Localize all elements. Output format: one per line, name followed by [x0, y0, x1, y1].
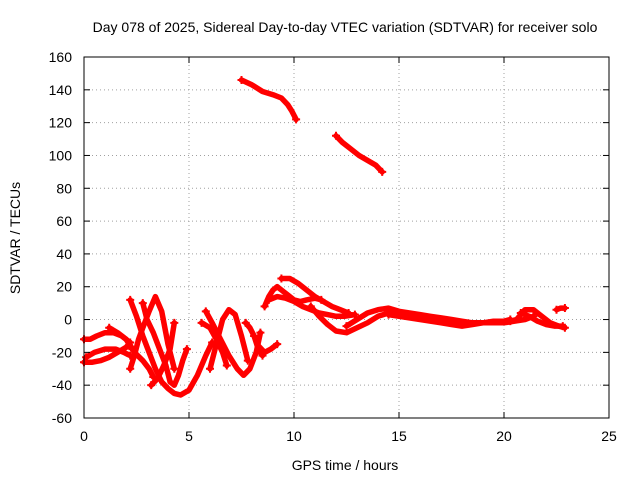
data-series	[80, 75, 569, 398]
data-point	[378, 167, 387, 176]
series-arc-22	[552, 304, 569, 314]
data-point	[560, 304, 569, 313]
data-point	[105, 323, 114, 332]
series-arc-2	[82, 346, 135, 362]
y-tick-label: -20	[52, 344, 72, 360]
y-tick-label: 20	[56, 279, 72, 295]
series-line	[261, 283, 325, 310]
data-point	[384, 310, 393, 319]
data-point	[206, 364, 214, 373]
y-tick-label: 120	[49, 115, 73, 131]
data-point	[138, 299, 147, 308]
x-tick-label: 15	[391, 428, 407, 444]
data-point	[350, 310, 359, 319]
series-line	[81, 339, 133, 365]
series-line	[251, 333, 280, 356]
series-arc-11	[206, 306, 252, 373]
series-line	[518, 310, 566, 329]
series-arc-13	[250, 331, 282, 356]
data-point	[170, 364, 179, 373]
data-point	[182, 345, 191, 354]
chart-title: Day 078 of 2025, Sidereal Day-to-day VTE…	[93, 19, 598, 35]
y-tick-label: 60	[56, 213, 72, 229]
series-arc-21	[516, 308, 567, 331]
series-line	[203, 308, 264, 379]
axis-ticks: -60 -40 -20 0 20 40 60 80 100 120 140 160 0 5 10 15 20 25	[49, 49, 617, 444]
data-point	[126, 364, 135, 373]
data-point	[250, 331, 259, 340]
y-tick-label: 140	[49, 82, 73, 98]
data-point	[516, 308, 525, 317]
data-point	[222, 361, 231, 370]
y-axis-label: SDTVAR / TECUs	[7, 182, 23, 294]
data-point	[241, 318, 250, 327]
y-tick-label: 100	[49, 147, 73, 163]
series-line	[238, 77, 299, 123]
data-point	[306, 302, 315, 311]
data-point	[237, 75, 246, 84]
data-point	[506, 317, 515, 326]
series-line	[333, 133, 385, 175]
data-point	[292, 115, 301, 124]
data-point	[342, 322, 351, 331]
y-tick-label: 0	[64, 312, 72, 328]
x-tick-label: 0	[80, 428, 88, 444]
series-line	[127, 297, 215, 398]
plot-frame	[83, 56, 610, 419]
y-tick-label: 80	[56, 180, 72, 196]
series-arc-6	[126, 293, 179, 373]
data-point	[260, 302, 269, 311]
series-line	[127, 293, 178, 372]
series-line	[278, 275, 352, 316]
series-arc-5	[126, 295, 217, 398]
y-tick-label: -60	[52, 410, 72, 426]
series-arc-7	[138, 299, 191, 388]
data-point	[332, 131, 340, 140]
y-tick-label: 40	[56, 246, 72, 262]
data-point	[264, 295, 273, 304]
x-axis-label: GPS time / hours	[292, 457, 399, 473]
data-point	[201, 307, 210, 316]
data-point	[170, 318, 179, 327]
series-arc-high-2	[332, 131, 387, 176]
series-line	[83, 346, 133, 361]
series-arc-10	[201, 307, 265, 379]
data-point	[126, 295, 135, 304]
data-point	[277, 274, 286, 283]
x-tick-label: 5	[185, 428, 193, 444]
data-point	[256, 328, 265, 337]
data-point	[558, 322, 567, 331]
y-tick-label: -40	[52, 377, 72, 393]
series-line	[207, 306, 251, 372]
series-line	[148, 320, 178, 388]
data-point	[197, 318, 206, 327]
data-point	[147, 381, 156, 390]
x-tick-label: 10	[286, 428, 302, 444]
y-tick-label: 160	[49, 49, 73, 65]
series-arc-high-1	[237, 75, 301, 124]
x-tick-label: 20	[496, 428, 512, 444]
series-line	[140, 300, 190, 388]
data-point	[273, 340, 282, 349]
data-point	[552, 305, 561, 314]
x-tick-label: 25	[601, 428, 617, 444]
data-point	[243, 356, 252, 365]
series-arc-8	[147, 318, 179, 390]
